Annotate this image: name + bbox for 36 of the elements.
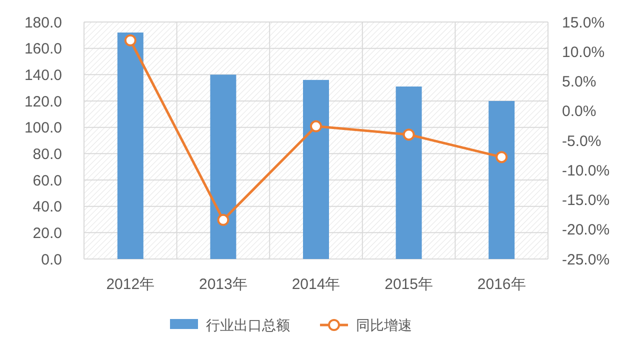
point [496, 151, 508, 164]
y-tick-label: 120.0 [24, 93, 62, 110]
bar [396, 86, 422, 259]
point [402, 128, 415, 141]
x-tick-label: 2012年 [106, 276, 155, 293]
x-tick-label: 2014年 [292, 276, 340, 293]
y-tick-label: 20.0 [32, 224, 62, 242]
y-tick-label: 140.0 [24, 66, 62, 84]
y-tick-label: 100.0 [24, 120, 62, 137]
x-tick-label: 2015年 [384, 276, 433, 293]
point [124, 34, 136, 46]
y-tick-label: 60.0 [32, 172, 62, 190]
y-tick-label: 0.0 [41, 251, 62, 268]
y2-tick-label: -5.0% [562, 132, 602, 150]
y-tick-label: 180.0 [24, 14, 62, 32]
bar [210, 74, 236, 259]
x-tick-label: 2016年 [477, 276, 526, 293]
y2-tick-label: 5.0% [562, 74, 596, 90]
point [310, 120, 322, 132]
y2-tick-label: 15.0% [562, 14, 605, 32]
y-tick-label: 80.0 [32, 146, 62, 163]
y-tick-label: 160.0 [24, 40, 62, 58]
y2-tick-label: -10.0% [562, 162, 610, 180]
legend-label: 同比增速 [356, 316, 412, 333]
bar [488, 101, 515, 259]
bar [303, 80, 329, 259]
y2-tick-label: 10.0% [562, 44, 605, 61]
y2-tick-label: -15.0% [562, 192, 610, 209]
y-tick-label: 40.0 [32, 198, 62, 216]
y2-tick-label: -20.0% [562, 222, 610, 239]
point [217, 214, 230, 226]
legend-label: 行业出口总额 [206, 316, 290, 333]
x-tick-label: 2013年 [199, 276, 248, 293]
y2-tick-label: 0.0% [562, 103, 596, 120]
y2-tick-label: -25.0% [562, 251, 610, 268]
bar [117, 32, 144, 259]
